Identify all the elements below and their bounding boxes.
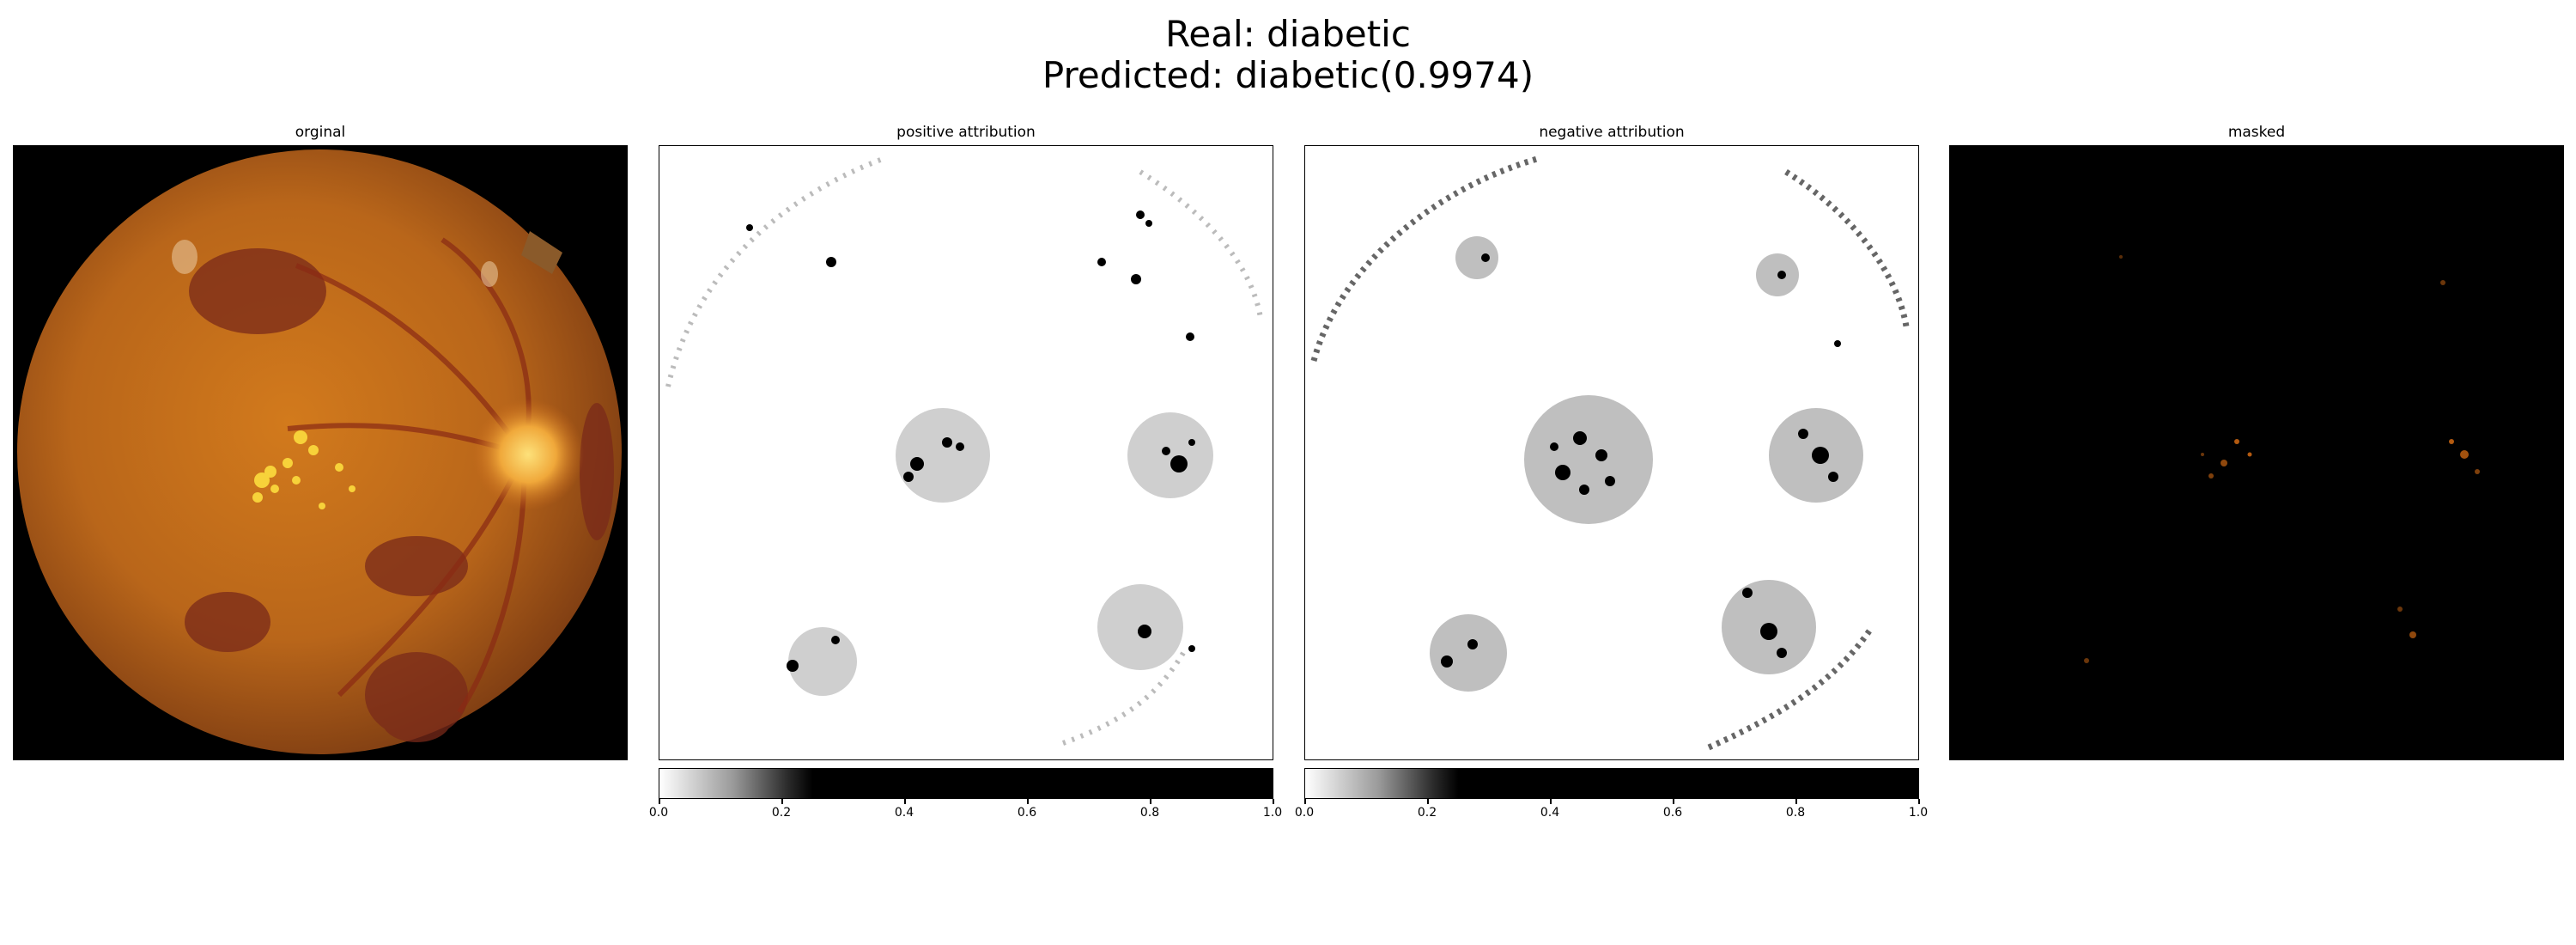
original-image-panel: [13, 145, 628, 760]
tick-label: 0.0: [648, 806, 669, 820]
tick-label: 0.4: [894, 806, 914, 820]
tick-label: 0.2: [1417, 806, 1437, 820]
real-label: Real: diabetic: [1165, 13, 1411, 55]
panel-title-original: orginal: [295, 124, 346, 141]
positive-attribution-panel: [659, 145, 1273, 760]
panel-title-masked: masked: [2227, 124, 2286, 141]
negative-colorbar: [1304, 768, 1919, 799]
tick-label: 0.6: [1662, 806, 1683, 820]
panel-title-negative: negative attribution: [1539, 124, 1685, 141]
positive-colorbar: [659, 768, 1273, 799]
negative-attribution-panel: [1304, 145, 1919, 760]
positive-attribution-map: [665, 156, 1263, 746]
tick-label: 0.0: [1294, 806, 1315, 820]
tick-label: 1.0: [1262, 806, 1283, 820]
tick-label: 0.4: [1540, 806, 1560, 820]
tick-label: 0.6: [1017, 806, 1037, 820]
tick-label: 1.0: [1908, 806, 1929, 820]
fundus-image: [17, 149, 622, 754]
tick-label: 0.2: [771, 806, 792, 820]
panel-title-positive: positive attribution: [896, 124, 1036, 141]
masked-image: [2084, 255, 2480, 663]
prediction-label: Predicted: diabetic(0.9974): [1042, 54, 1534, 96]
tick-label: 0.8: [1785, 806, 1806, 820]
negative-attribution-map: [1310, 155, 1910, 751]
masked-image-panel: [1949, 145, 2564, 760]
tick-label: 0.8: [1139, 806, 1160, 820]
